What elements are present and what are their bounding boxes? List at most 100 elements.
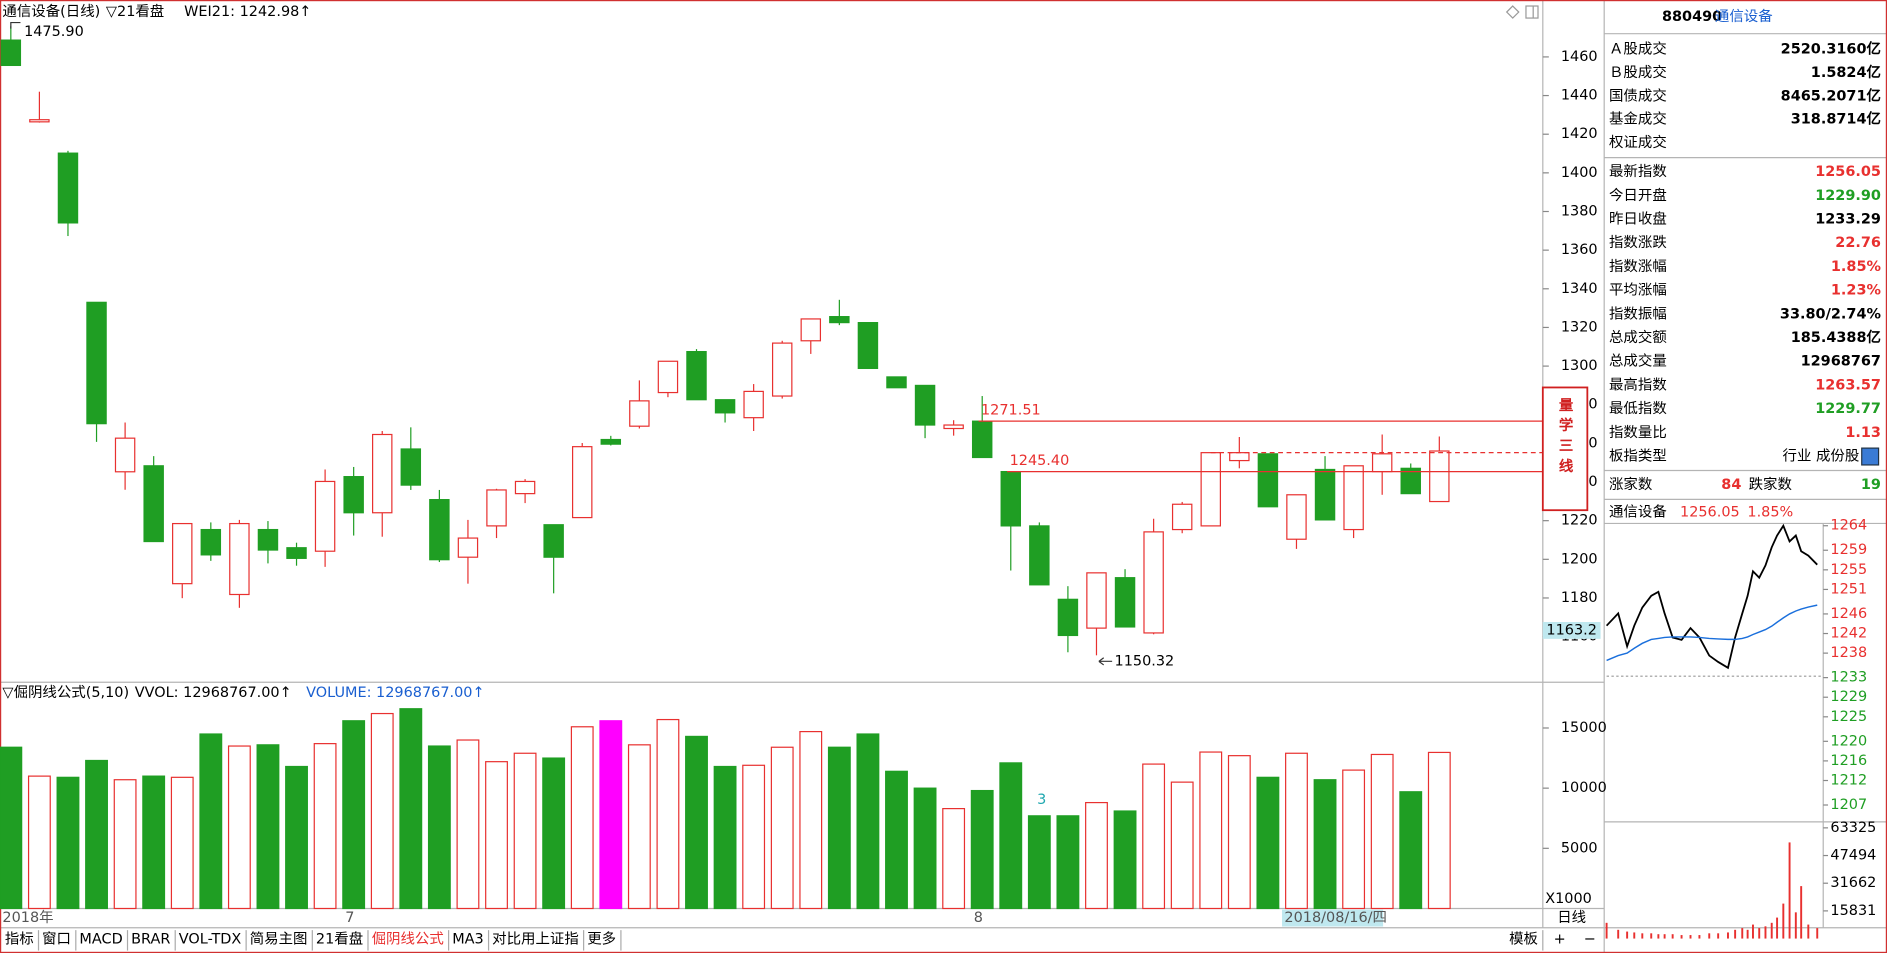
y-tick-label: 1207: [1830, 797, 1867, 813]
volume-bar: [542, 757, 566, 910]
volume-bar: [256, 744, 280, 910]
candle-body: [229, 522, 250, 596]
intraday-volume-bar: [1758, 928, 1761, 939]
candle-body: [400, 448, 422, 486]
volume-bar: [1113, 810, 1137, 910]
intraday-volume-bar: [1746, 929, 1749, 939]
candle-body: [543, 524, 564, 558]
volume-bar: [1427, 751, 1451, 910]
quote-value: 185.4388亿: [1791, 328, 1881, 346]
candle-body: [143, 465, 164, 543]
candle-body: [1029, 525, 1050, 586]
quote-value: 33.80/2.74%: [1780, 306, 1881, 322]
toolbar-tab[interactable]: VOL-TDX: [179, 932, 242, 948]
volume-bar: [485, 761, 508, 910]
zoom-in-button[interactable]: +: [1554, 932, 1566, 948]
quote-value: 行业 成份股: [1783, 448, 1860, 465]
toolbar-tab[interactable]: BRAR: [131, 932, 170, 948]
intraday-volume-bar: [1794, 912, 1797, 939]
toolbar-tab[interactable]: MA3: [452, 932, 484, 948]
stamp-text: 量学三线: [1557, 397, 1574, 479]
y-tick-label: 1460: [1561, 49, 1598, 65]
breadth-value: 19: [1861, 477, 1881, 493]
quote-label: 板指类型: [1609, 447, 1667, 465]
candle-body: [886, 376, 907, 389]
y-tick-label: 31662: [1830, 875, 1876, 891]
volume-bar: [770, 746, 794, 910]
toolbar-tab[interactable]: 倔阴线公式: [372, 931, 444, 948]
toolbar-tab[interactable]: 对比用上证指: [492, 931, 579, 948]
template-button[interactable]: 模板: [1509, 930, 1538, 948]
volume-bar: [227, 745, 251, 910]
toolbar-tab[interactable]: 窗口: [42, 930, 71, 948]
candle-body: [257, 528, 279, 551]
intraday-line: [1606, 604, 1818, 662]
volume-bar: [856, 733, 880, 910]
intraday-volume-bar: [1727, 932, 1729, 939]
volume-bar: [1370, 753, 1394, 910]
y-tick-label: 1200: [1561, 551, 1598, 567]
y-tick-label: 1233: [1830, 670, 1867, 686]
candle-body: [286, 547, 307, 559]
toolbar-tab[interactable]: 更多: [587, 931, 616, 948]
quote-label: 最低指数: [1609, 400, 1667, 417]
volume-bar: [827, 746, 851, 910]
intraday-volume-bar: [1816, 928, 1819, 939]
candle-body: [1000, 470, 1022, 527]
x-tick-label: 8: [974, 910, 983, 926]
candle-body: [343, 476, 364, 514]
x-tick-label: 7: [345, 910, 354, 926]
quote-value: 1229.90: [1815, 188, 1881, 204]
volume-bar: [1085, 801, 1108, 910]
icon-window[interactable]: [1525, 5, 1539, 19]
icon-diamond[interactable]: [1505, 5, 1520, 19]
template-selector[interactable]: ▽21看盘: [106, 2, 164, 20]
volume-bar: [742, 764, 766, 910]
candle-body: [1200, 452, 1221, 527]
y-tick-label: 1212: [1830, 773, 1867, 789]
candle-body: [571, 446, 593, 519]
volume-bar: [1342, 769, 1366, 910]
quote-value: 318.8714亿: [1791, 110, 1881, 128]
candle-body: [714, 399, 736, 414]
y-tick-label: 15000: [1561, 720, 1607, 736]
candle-body: [1400, 467, 1421, 495]
quote-label: 权证成交: [1609, 133, 1667, 151]
volume-bar: [1285, 752, 1308, 910]
y-tick-label: 1238: [1830, 645, 1867, 661]
quote-value: 22.76: [1835, 235, 1881, 251]
candle-body: [486, 489, 507, 527]
volume-bar: [799, 730, 823, 910]
y-tick-label: 1340: [1561, 281, 1598, 297]
toolbar-tab[interactable]: 21看盘: [316, 930, 363, 948]
candle-body: [457, 537, 479, 558]
toolbar-tab[interactable]: MACD: [79, 932, 122, 948]
quote-value: 1.13: [1845, 425, 1881, 441]
intraday-line: [1605, 523, 1818, 670]
quote-label: 最新指数: [1609, 163, 1667, 180]
y-tick-label: 1440: [1561, 88, 1598, 104]
toolbar-tab[interactable]: 指标: [5, 931, 34, 948]
y-tick-label: 1242: [1830, 626, 1867, 642]
zoom-out-button[interactable]: −: [1584, 932, 1596, 948]
x-tick-label: 2018年: [2, 909, 53, 926]
extreme-marker: [10, 21, 21, 29]
level-label: 1271.51: [981, 402, 1041, 418]
cursor-price-label: 1163.2: [1546, 622, 1597, 638]
intraday-volume-bar: [1717, 933, 1720, 939]
volume-bar: [685, 735, 708, 910]
volume-bar: [1313, 779, 1337, 910]
candle-body: [29, 119, 50, 123]
intraday-volume-bar: [1698, 935, 1701, 939]
volume-bar: [1399, 791, 1423, 910]
candle-body: [1229, 452, 1250, 462]
volume-bar: [570, 726, 594, 910]
board-type-icon[interactable]: [1861, 447, 1880, 466]
volume-bar: [1027, 815, 1051, 910]
period-label[interactable]: 日线: [1557, 909, 1586, 926]
y-tick-label: 63325: [1830, 820, 1876, 836]
toolbar-tab[interactable]: 简易主图: [250, 931, 308, 948]
candle-body: [1257, 453, 1279, 508]
candle-body: [629, 400, 650, 427]
volume-bar: [942, 808, 966, 910]
